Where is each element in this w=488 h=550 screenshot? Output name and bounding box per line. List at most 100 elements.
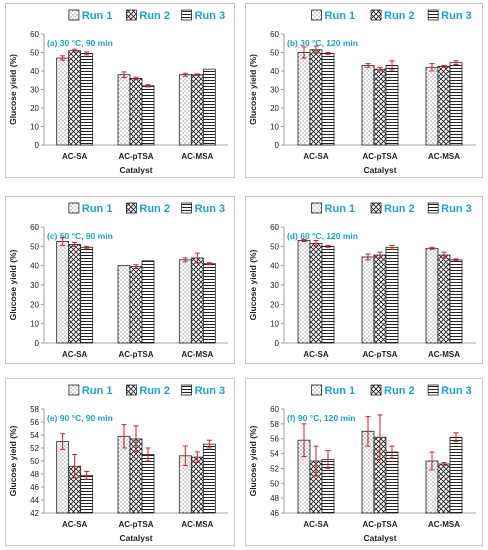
chart-svg-c: Run 1 Run 2 Run 3 (c) 60 °C, 90 min 0 10 20 30 4… [8,202,228,359]
bar-run-3-ac-sa [321,245,335,344]
legend-swatch-run-3 [181,384,193,396]
legend-swatch-run-3 [181,202,193,214]
y-tick-label: 60 [30,223,39,232]
bar-run-2-ac-sa [68,244,82,344]
y-tick-label: 50 [270,49,279,58]
category-label-ac-sa: AC-SA [303,350,329,359]
legend-label-run-1: Run 1 [82,203,113,215]
legend-label-run-2: Run 2 [139,203,170,215]
category-label-ac-msa: AC-MSA [181,520,213,529]
legend-label-run-3: Run 3 [441,385,472,397]
chart-panel-d: Run 1 Run 2 Run 3 (d) 60 °C, 120 min 0 10 20 30… [245,196,483,364]
bar-run-2-ac-ptsa [373,254,387,344]
legend-swatch-run-3 [181,9,193,21]
x-axis-label: Catalyst [363,165,396,175]
y-tick-label: 20 [270,104,279,113]
legend-label-run-1: Run 1 [325,203,356,215]
bar-run-1-ac-msa [425,247,439,344]
bar-run-3-ac-msa [202,263,216,344]
bar-run-2-ac-msa [190,257,204,344]
y-tick-label: 50 [30,242,39,251]
category-label-ac-ptsa: AC-pTSA [362,152,397,161]
y-tick-label: 44 [30,496,39,505]
chart-title: (c) 60 °C, 90 min [47,231,113,241]
y-axis-label: Glucose yield (%) [248,425,258,496]
y-tick-label: 30 [270,86,279,95]
category-label-ac-ptsa: AC-pTSA [118,520,153,529]
legend-swatch-run-1 [311,202,322,214]
bar-run-3-ac-msa [202,68,216,146]
category-label-ac-msa: AC-MSA [428,152,460,161]
y-tick-label: 30 [30,281,39,290]
y-tick-label: 10 [270,320,279,329]
y-axis-label: Glucose yield (%) [8,249,18,320]
chart-svg-a: Run 1 Run 2 Run 3 (a) 30 °C, 90 min 0 10 20 30 4… [8,9,228,175]
chart-panel-f: Run 1 Run 2 Run 3 (f) 90 °C, 120 min 46 48 50 5… [245,378,483,546]
chart-svg-e: Run 1 Run 2 Run 3 (e) 90 °C, 90 min 42 44 46 48… [8,384,228,543]
bar-run-3-ac-msa [449,259,463,344]
chart-panel-c: Run 1 Run 2 Run 3 (c) 60 °C, 90 min 0 10 20 30 4… [5,196,235,364]
legend-label-run-2: Run 2 [139,10,170,22]
bar-run-2-ac-sa [309,243,323,344]
chart-panel-a: Run 1 Run 2 Run 3 (a) 30 °C, 90 min 0 10 20 30 4… [5,3,235,178]
category-label-ac-msa: AC-MSA [181,350,213,359]
bar-run-1-ac-sa [297,240,311,344]
legend-swatch-run-2 [370,9,382,21]
category-label-ac-sa: AC-SA [62,520,88,529]
y-tick-label: 46 [30,483,39,492]
y-tick-label: 60 [270,223,279,232]
y-tick-label: 50 [30,49,39,58]
bar-run-1-ac-msa [178,259,192,344]
y-tick-label: 54 [270,450,279,459]
legend-label-run-3: Run 3 [441,203,472,215]
y-tick-label: 50 [30,457,39,466]
chart-title: (a) 30 °C, 90 min [47,38,113,48]
y-tick-label: 50 [270,479,279,488]
bar-run-3-ac-sa [80,474,94,514]
bar-run-3-ac-msa [449,436,463,514]
category-label-ac-ptsa: AC-pTSA [118,152,153,161]
bar-run-2-ac-msa [190,74,204,146]
chart-svg-b: Run 1 Run 2 Run 3 (b) 30 °C, 120 min 0 10 20 30… [248,9,476,175]
bar-run-3-ac-ptsa [141,85,155,146]
y-tick-label: 30 [270,281,279,290]
bar-run-1-ac-sa [56,241,70,344]
chart-svg-d: Run 1 Run 2 Run 3 (d) 60 °C, 120 min 0 10 20 30… [248,202,476,359]
bar-run-2-ac-msa [437,65,451,146]
y-tick-label: 10 [30,123,39,132]
chart-panel-b: Run 1 Run 2 Run 3 (b) 30 °C, 120 min 0 10 20 30… [245,3,483,178]
category-label-ac-ptsa: AC-pTSA [362,520,397,529]
bar-run-3-ac-ptsa [385,246,399,344]
y-tick-label: 20 [270,300,279,309]
y-tick-label: 60 [270,30,279,39]
legend-swatch-run-2 [126,202,137,214]
y-tick-label: 40 [270,262,279,271]
y-tick-label: 48 [270,494,279,503]
legend-swatch-run-1 [311,9,322,21]
bar-run-2-ac-msa [437,463,451,514]
legend-label-run-2: Run 2 [384,203,415,215]
y-tick-label: 10 [30,320,39,329]
legend-swatch-run-3 [427,384,439,396]
bar-run-2-ac-msa [190,456,204,514]
y-tick-label: 0 [35,141,40,150]
y-tick-label: 40 [270,67,279,76]
y-tick-label: 56 [270,435,279,444]
bar-run-1-ac-sa [297,52,311,146]
bar-run-1-ac-sa [56,57,70,146]
legend-swatch-run-2 [370,384,382,396]
category-label-ac-ptsa: AC-pTSA [362,350,397,359]
legend-label-run-3: Run 3 [195,203,226,215]
y-tick-label: 0 [275,141,280,150]
y-tick-label: 20 [30,104,39,113]
bar-run-3-ac-sa [80,246,94,344]
category-label-ac-sa: AC-SA [303,520,329,529]
y-tick-label: 60 [270,405,279,414]
y-tick-label: 50 [270,242,279,251]
chart-title: (e) 90 °C, 90 min [47,413,113,423]
chart-svg-f: Run 1 Run 2 Run 3 (f) 90 °C, 120 min 46 48 50 5… [248,384,476,543]
category-label-ac-sa: AC-SA [303,152,329,161]
legend-label-run-2: Run 2 [139,385,170,397]
bar-run-2-ac-sa [309,49,323,146]
bar-run-1-ac-msa [425,66,439,146]
